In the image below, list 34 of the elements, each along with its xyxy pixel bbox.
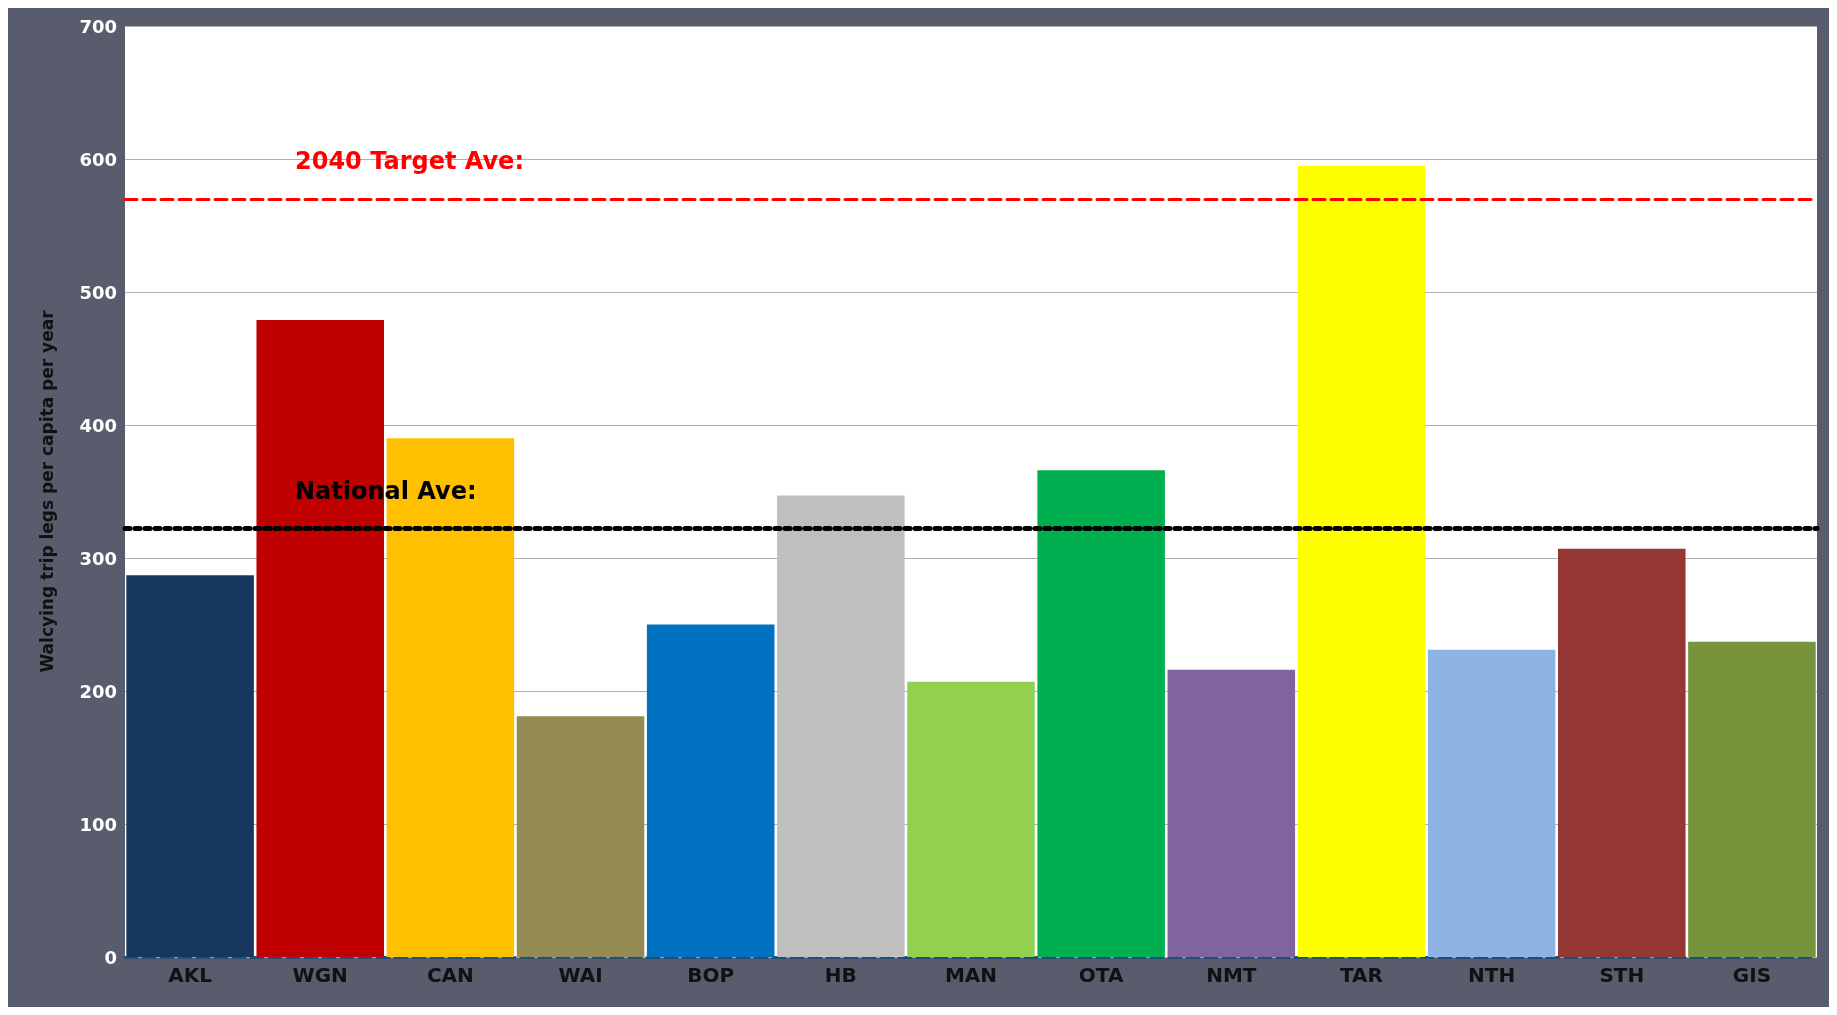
y-tick-label: 100	[79, 813, 117, 835]
x-tick-label: STH	[1599, 963, 1645, 987]
bar	[1688, 641, 1816, 957]
x-tick-label: HB	[824, 963, 857, 987]
bar	[1037, 470, 1165, 957]
bar	[1167, 669, 1296, 957]
y-tick-label: 300	[79, 547, 117, 569]
y-tick-label: 600	[79, 148, 117, 170]
x-tick-label: NMT	[1206, 963, 1257, 987]
x-tick-label: CAN	[426, 963, 474, 987]
x-tick-label: BOP	[687, 963, 735, 987]
y-tick-label: 0	[104, 946, 117, 968]
bar	[777, 495, 905, 957]
x-tick-label: WAI	[558, 963, 603, 987]
y-tick-label: 700	[79, 15, 117, 37]
x-tick-label: OTA	[1078, 963, 1124, 987]
bar	[1557, 548, 1686, 957]
y-tick-label: 500	[79, 281, 117, 303]
x-tick-label: MAN	[944, 963, 998, 987]
bar	[516, 716, 645, 957]
bar	[646, 624, 775, 957]
bar	[126, 575, 254, 957]
bar	[1297, 165, 1426, 957]
ref-line-label: 2040 Target Ave:	[295, 146, 524, 175]
x-tick-label: NTH	[1468, 963, 1516, 987]
x-tick-label: TAR	[1339, 963, 1383, 987]
y-tick-label: 400	[79, 414, 117, 436]
x-tick-label: WGN	[292, 963, 348, 987]
bar	[1427, 649, 1556, 957]
x-tick-label: GIS	[1732, 963, 1772, 987]
x-tick-label: AKL	[168, 963, 213, 987]
y-tick-label: 200	[79, 680, 117, 702]
bar	[907, 681, 1035, 957]
y-axis-title: Walcying trip legs per capita per year	[36, 309, 57, 673]
